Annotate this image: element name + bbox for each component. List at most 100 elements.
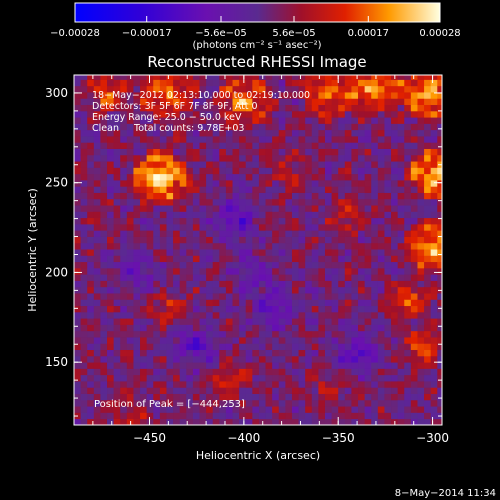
heatmap-cell xyxy=(100,418,108,425)
heatmap-cell xyxy=(252,330,260,338)
heatmap-cell xyxy=(331,293,339,300)
heatmap-cell xyxy=(391,205,399,212)
heatmap-cell xyxy=(384,299,392,307)
heatmap-cell xyxy=(186,205,194,212)
heatmap-cell xyxy=(199,412,207,420)
heatmap-cell xyxy=(258,148,266,156)
heatmap-cell xyxy=(344,324,352,332)
heatmap-cell xyxy=(265,318,273,325)
heatmap-cell xyxy=(311,161,319,168)
heatmap-cell xyxy=(206,412,214,420)
heatmap-cell xyxy=(126,311,134,319)
heatmap-cell xyxy=(245,98,253,106)
heatmap-cell xyxy=(192,173,200,181)
heatmap-cell xyxy=(437,299,442,307)
heatmap-cell xyxy=(186,267,194,275)
heatmap-cell xyxy=(318,123,326,131)
heatmap-cell xyxy=(192,393,200,401)
heatmap-cell xyxy=(258,267,266,275)
heatmap-cell xyxy=(173,192,181,200)
heatmap-cell xyxy=(93,242,101,250)
heatmap-cell xyxy=(384,280,392,288)
heatmap-cell xyxy=(126,387,134,394)
heatmap-cell xyxy=(252,274,260,281)
heatmap-cell xyxy=(364,161,372,168)
heatmap-cell xyxy=(107,242,115,250)
heatmap-cell xyxy=(74,192,82,200)
heatmap-cell xyxy=(424,123,432,131)
heatmap-cell xyxy=(80,154,88,162)
heatmap-cell xyxy=(252,85,260,93)
heatmap-cell xyxy=(146,173,154,181)
heatmap-cell xyxy=(351,343,359,351)
heatmap-cell xyxy=(159,406,167,413)
heatmap-cell xyxy=(437,154,442,162)
heatmap-cell xyxy=(364,217,372,225)
heatmap-cell xyxy=(239,406,247,413)
heatmap-cell xyxy=(107,154,115,162)
heatmap-cell xyxy=(113,117,121,124)
heatmap-cell xyxy=(140,230,148,237)
heatmap-cell xyxy=(107,186,115,193)
heatmap-cell xyxy=(324,261,332,269)
heatmap-cell xyxy=(153,104,161,112)
heatmap-cell xyxy=(206,418,214,425)
heatmap-cell xyxy=(239,223,247,231)
heatmap-cell xyxy=(430,324,438,332)
heatmap-cell xyxy=(232,173,240,181)
heatmap-cell xyxy=(245,267,253,275)
heatmap-cell xyxy=(265,236,273,244)
heatmap-cell xyxy=(173,274,181,281)
heatmap-cell xyxy=(212,230,220,237)
heatmap-cell xyxy=(324,161,332,168)
heatmap-cell xyxy=(298,418,306,425)
heatmap-cell xyxy=(199,79,207,87)
heatmap-cell xyxy=(186,305,194,313)
heatmap-cell xyxy=(272,123,280,131)
heatmap-cell xyxy=(410,198,418,206)
heatmap-cell xyxy=(344,104,352,112)
heatmap-cell xyxy=(351,349,359,357)
heatmap-cells xyxy=(74,75,442,425)
heatmap-cell xyxy=(100,274,108,281)
heatmap-cell xyxy=(199,85,207,93)
heatmap-cell xyxy=(305,318,313,325)
heatmap-cell xyxy=(199,355,207,363)
heatmap-cell xyxy=(100,129,108,137)
heatmap-cell xyxy=(159,104,167,112)
heatmap-cell xyxy=(344,349,352,357)
heatmap-cell xyxy=(298,205,306,212)
heatmap-cell xyxy=(318,98,326,106)
heatmap-cell xyxy=(80,337,88,344)
heatmap-cell xyxy=(311,236,319,244)
heatmap-cell xyxy=(371,293,379,300)
heatmap-cell xyxy=(377,110,385,118)
heatmap-cell xyxy=(430,242,438,250)
heatmap-cell xyxy=(324,374,332,382)
heatmap-cell xyxy=(331,406,339,413)
heatmap-cell xyxy=(338,299,346,307)
heatmap-cell xyxy=(80,305,88,313)
heatmap-cell xyxy=(107,230,115,237)
heatmap-cell xyxy=(351,117,359,124)
heatmap-cell xyxy=(364,98,372,106)
heatmap-cell xyxy=(153,154,161,162)
heatmap-cell xyxy=(358,249,366,256)
heatmap-cell xyxy=(410,192,418,200)
heatmap-cell xyxy=(331,85,339,93)
heatmap-cell xyxy=(87,249,95,256)
heatmap-cell xyxy=(140,136,148,143)
colorbar-ticks: −0.00028 −0.00017 −5.6e−05 5.6e−05 0.00017 0.… xyxy=(50,16,461,39)
heatmap-cell xyxy=(397,117,405,124)
heatmap-cell xyxy=(371,104,379,112)
heatmap-cell xyxy=(311,393,319,401)
heatmap-cell xyxy=(107,123,115,131)
heatmap-cell xyxy=(153,79,161,87)
heatmap-cell xyxy=(80,261,88,269)
heatmap-cell xyxy=(291,85,299,93)
heatmap-cell xyxy=(120,393,128,401)
heatmap-cell xyxy=(93,311,101,319)
heatmap-cell xyxy=(113,217,121,225)
heatmap-cell xyxy=(331,305,339,313)
heatmap-cell xyxy=(245,85,253,93)
